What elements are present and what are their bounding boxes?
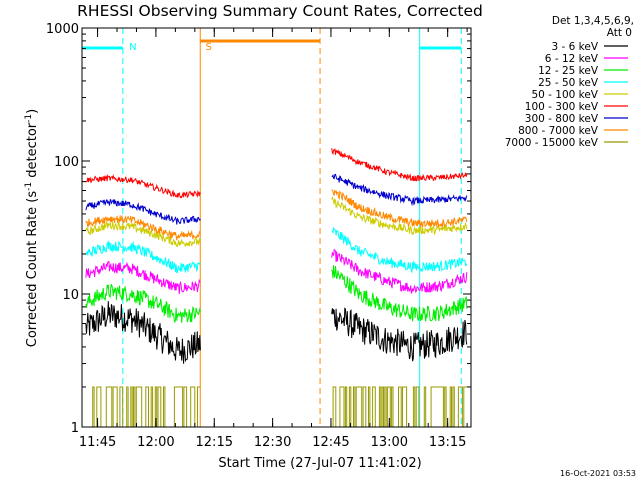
axes: 1 10 100 1000 11:45 12:00 12:15 12:30 12:45 13:00… bbox=[46, 22, 472, 450]
series-25-50kev-right bbox=[331, 227, 468, 274]
annotation-label-s: S bbox=[206, 42, 212, 53]
x-tick-label: 12:15 bbox=[196, 435, 233, 450]
y-axis-label-main: Corrected Count Rate (s bbox=[25, 191, 40, 348]
legend-label-6-12kev: 6 - 12 keV bbox=[545, 53, 599, 65]
y-axis-label: Corrected Count Rate (s-1 detector-1) bbox=[24, 109, 40, 347]
y-tick-label: 1 bbox=[71, 421, 79, 436]
series-6-12kev-left bbox=[85, 260, 201, 294]
y-axis-label-end: ) bbox=[25, 109, 40, 114]
series-300-800kev-left bbox=[85, 199, 201, 225]
x-tick-label: 12:45 bbox=[312, 435, 349, 450]
chart-title: RHESSI Observing Summary Count Rates, Co… bbox=[77, 2, 483, 20]
series-12-25kev-right bbox=[331, 265, 468, 322]
legend-header-2: Att 0 bbox=[607, 27, 632, 39]
legend-header-1: Det 1,3,4,5,6,9, bbox=[552, 15, 634, 27]
annotation-label-n: N bbox=[129, 42, 136, 53]
y-axis-label-sup1: -1 bbox=[24, 182, 34, 191]
y-tick-label: 10 bbox=[62, 288, 79, 303]
series-50-100kev-right bbox=[331, 195, 468, 236]
legend-label-3-6kev: 3 - 6 keV bbox=[551, 41, 598, 53]
y-axis-label-sup2: -1 bbox=[24, 114, 34, 123]
legend-label-25-50kev: 25 - 50 keV bbox=[538, 77, 599, 89]
series-3-6kev-right bbox=[331, 307, 468, 362]
series-800-7000kev-left bbox=[85, 215, 201, 241]
x-axis-label: Start Time (27-Jul-07 11:41:02) bbox=[218, 456, 421, 471]
y-tick-label: 100 bbox=[54, 155, 79, 170]
y-axis-label-mid: detector bbox=[25, 122, 40, 182]
series-6-12kev-right bbox=[331, 248, 468, 294]
series-100-300kev-left bbox=[85, 173, 201, 199]
series-3-6kev-left bbox=[85, 301, 201, 364]
x-tick-label: 13:15 bbox=[429, 435, 466, 450]
legend-label-300-800kev: 300 - 800 keV bbox=[525, 113, 599, 125]
x-tick-label: 13:00 bbox=[371, 435, 408, 450]
x-tick-label: 11:45 bbox=[79, 435, 116, 450]
series-100-300kev-right bbox=[331, 148, 468, 182]
series-12-25kev-left bbox=[85, 283, 201, 324]
series-300-800kev-right bbox=[331, 173, 468, 207]
legend-label-800-7000kev: 800 - 7000 keV bbox=[518, 125, 599, 137]
series-7000-15000kev-left bbox=[85, 386, 201, 428]
series-7000-15000kev-right bbox=[331, 386, 468, 428]
legend-label-100-300kev: 100 - 300 keV bbox=[525, 101, 599, 113]
axes-frame bbox=[81, 27, 472, 428]
legend-label-50-100kev: 50 - 100 keV bbox=[531, 89, 598, 101]
legend-label-12-25kev: 12 - 25 keV bbox=[538, 65, 599, 77]
plot-date-stamp: 16-Oct-2021 03:53 bbox=[560, 469, 636, 478]
series-25-50kev-left bbox=[85, 239, 201, 274]
x-tick-label: 12:00 bbox=[137, 435, 174, 450]
series-800-7000kev-right bbox=[331, 189, 468, 229]
y-tick-label: 1000 bbox=[46, 22, 79, 37]
x-tick-label: 12:30 bbox=[254, 435, 291, 450]
legend-label-7000-15000kev: 7000 - 15000 keV bbox=[505, 137, 599, 149]
